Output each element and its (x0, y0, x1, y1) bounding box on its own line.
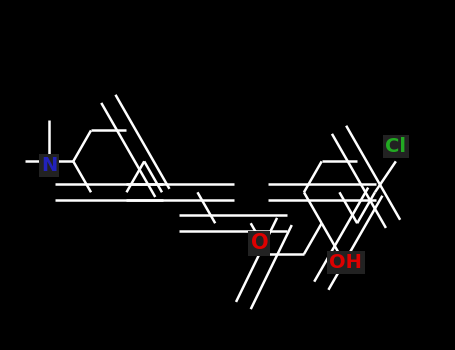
Text: N: N (41, 156, 57, 175)
Text: O: O (251, 233, 268, 253)
Text: OH: OH (329, 253, 362, 272)
Text: Cl: Cl (385, 137, 406, 156)
